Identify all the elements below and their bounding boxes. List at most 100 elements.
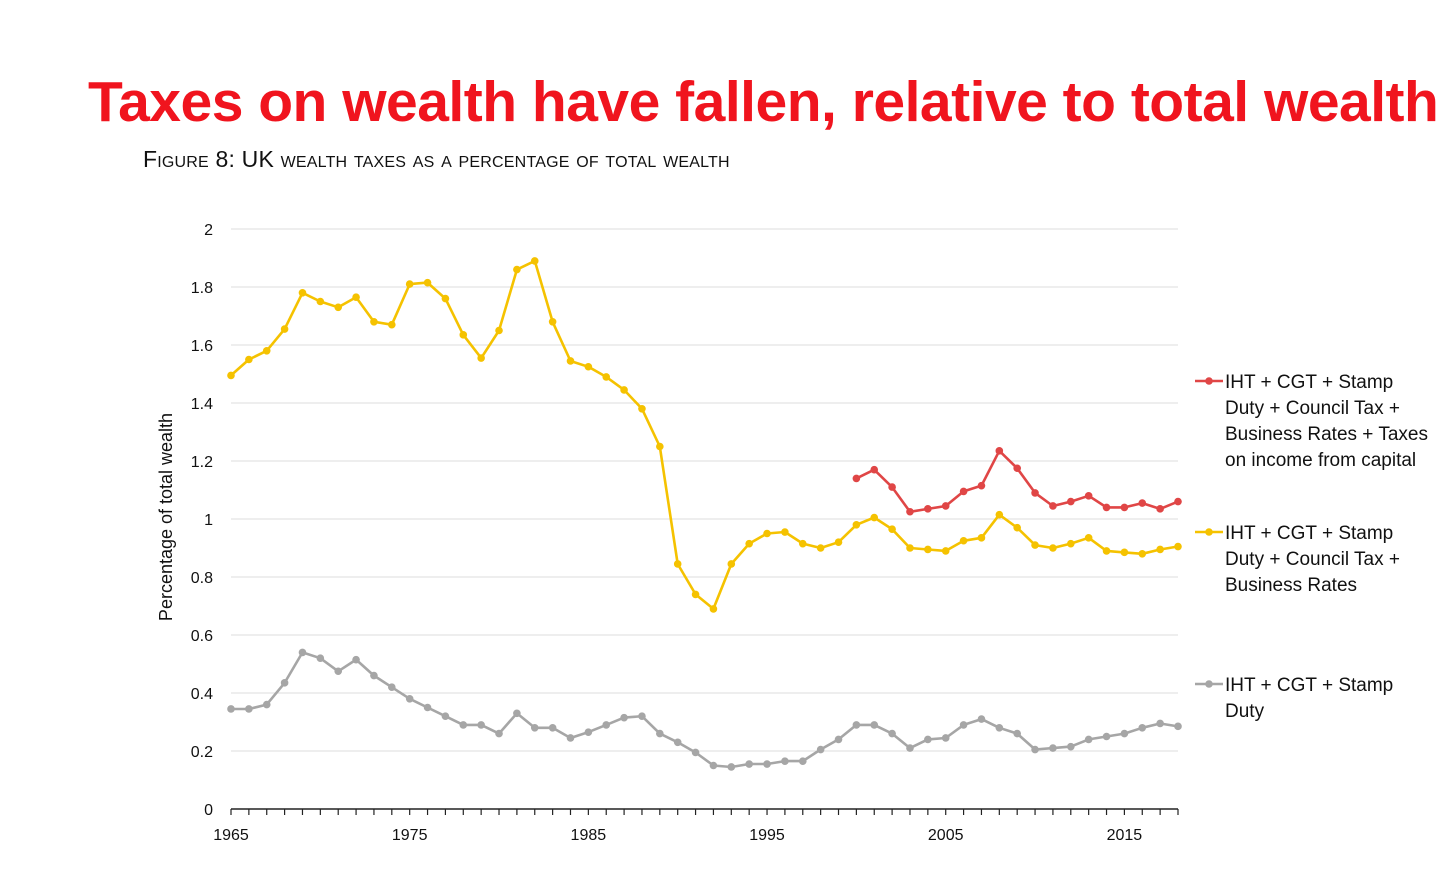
- data-point: [798, 539, 807, 548]
- legend-label-line: IHT + CGT + Stamp: [1225, 372, 1393, 393]
- data-point: [763, 529, 771, 538]
- data-point: [1013, 523, 1021, 532]
- data-point: [977, 481, 986, 490]
- data-point: [1066, 539, 1075, 548]
- data-point: [1102, 547, 1111, 555]
- data-point: [495, 326, 503, 335]
- y-tick-label: 1: [204, 512, 213, 529]
- data-point: [1120, 503, 1129, 512]
- data-point: [388, 320, 396, 329]
- data-point: [352, 293, 360, 301]
- data-point: [941, 502, 950, 510]
- data-point: [441, 712, 450, 720]
- data-point: [691, 590, 700, 599]
- data-point: [423, 703, 432, 712]
- data-point: [352, 655, 360, 664]
- data-point: [459, 331, 468, 339]
- data-point: [816, 544, 825, 552]
- legend-swatch-marker: [1205, 680, 1213, 688]
- data-point: [1031, 489, 1039, 497]
- data-point: [280, 325, 289, 333]
- data-point: [924, 505, 932, 513]
- data-point: [852, 474, 861, 483]
- data-point: [745, 539, 753, 548]
- y-tick-label: 0.6: [191, 628, 213, 645]
- data-point: [1156, 545, 1164, 554]
- legend-label: IHT + CGT + Stamp Duty + Council Tax + Bus…: [1225, 523, 1400, 596]
- x-tick-label: 2015: [1107, 827, 1143, 844]
- data-point: [924, 735, 932, 744]
- data-point: [781, 757, 789, 765]
- legend-entry-3: IHT + CGT + Stamp Duty: [1195, 675, 1393, 722]
- data-point: [852, 721, 861, 729]
- data-point: [566, 734, 575, 742]
- legend-label-line: Duty: [1225, 701, 1265, 722]
- gridlines: [231, 228, 1178, 752]
- data-point: [405, 280, 414, 288]
- data-point: [870, 513, 879, 522]
- data-point: [316, 654, 325, 662]
- data-point: [513, 709, 521, 718]
- data-point: [977, 715, 986, 723]
- legend-swatch-marker: [1205, 377, 1213, 385]
- series-line: [230, 259, 1179, 611]
- data-point: [995, 510, 1004, 519]
- legend-entry-2: IHT + CGT + Stamp Duty + Council Tax + Bus…: [1195, 523, 1400, 596]
- data-point: [834, 538, 843, 546]
- data-point: [1120, 548, 1129, 557]
- legend-label-line: Business Rates: [1225, 575, 1357, 596]
- data-point: [620, 713, 628, 722]
- data-point: [1174, 722, 1182, 731]
- data-point: [977, 534, 986, 542]
- data-point: [477, 721, 485, 729]
- x-tick-label: 2005: [928, 827, 964, 844]
- data-point: [602, 373, 611, 381]
- data-point: [1031, 541, 1039, 549]
- data-point: [673, 738, 682, 747]
- data-point: [495, 729, 503, 738]
- data-point: [709, 605, 718, 613]
- series-line: [855, 449, 1179, 514]
- series-3: [227, 648, 1182, 771]
- data-point: [727, 763, 736, 771]
- legend-label-line: IHT + CGT + Stamp: [1225, 675, 1393, 696]
- y-tick-label: 0.2: [191, 744, 213, 761]
- data-point: [959, 536, 968, 545]
- data-point: [405, 695, 414, 703]
- data-point: [1084, 735, 1093, 744]
- data-point: [1013, 729, 1021, 738]
- data-point: [888, 729, 896, 738]
- data-point: [1049, 502, 1057, 510]
- data-point: [638, 712, 646, 720]
- data-point: [602, 721, 611, 729]
- y-tick-label: 1.4: [191, 396, 213, 413]
- data-point: [584, 728, 593, 736]
- legend-swatch-marker: [1205, 528, 1213, 536]
- legend-label-line: IHT + CGT + Stamp: [1225, 523, 1393, 544]
- data-point: [816, 745, 825, 754]
- data-point: [906, 507, 914, 516]
- data-point: [1066, 742, 1075, 751]
- data-point: [745, 760, 753, 768]
- x-tick-label: 1975: [392, 827, 428, 844]
- data-point: [1031, 745, 1039, 754]
- data-point: [370, 318, 378, 326]
- data-point: [906, 544, 914, 552]
- data-point: [834, 735, 843, 744]
- data-point: [1102, 732, 1111, 741]
- data-point: [1049, 544, 1057, 552]
- legend-entry-1: IHT + CGT + Stamp Duty + Council Tax + Bus…: [1195, 372, 1428, 471]
- legend-label-line: on income from capital: [1225, 450, 1416, 471]
- series-1: [852, 447, 1182, 516]
- data-point: [852, 521, 861, 529]
- data-point: [1138, 499, 1147, 507]
- data-point: [959, 487, 968, 496]
- data-point: [316, 297, 325, 306]
- series: [227, 257, 1182, 771]
- legend-label: IHT + CGT + Stamp Duty + Council Tax + Bus…: [1225, 372, 1428, 471]
- data-point: [656, 729, 664, 738]
- data-point: [548, 318, 557, 326]
- legend: IHT + CGT + Stamp Duty + Council Tax + Bus…: [1195, 372, 1428, 722]
- data-point: [1120, 729, 1129, 738]
